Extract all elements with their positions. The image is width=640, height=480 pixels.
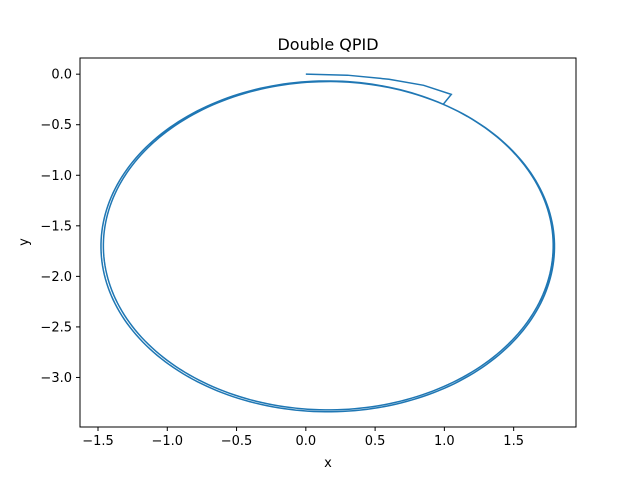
x-tick-label: 1.5 [503, 434, 524, 449]
x-tick-label: 0.5 [365, 434, 386, 449]
series-line [100, 73, 556, 413]
y-tick-label: −3.0 [40, 371, 72, 386]
x-tick-label: −1.0 [151, 434, 183, 449]
y-tick-label: −1.0 [40, 169, 72, 184]
x-tick-label: −1.5 [82, 434, 114, 449]
x-tick-label: 0.0 [295, 434, 316, 449]
plot-area [100, 73, 556, 413]
x-axis-label: x [324, 456, 332, 471]
y-axis: 0.0 −0.5 −1.0 −1.5 −2.0 −2.5 −3.0 [40, 68, 80, 386]
x-tick-label: 1.0 [434, 434, 455, 449]
x-tick-label: −0.5 [221, 434, 253, 449]
y-tick-label: −0.5 [40, 118, 72, 133]
plot-frame [79, 57, 577, 428]
y-tick-label: 0.0 [51, 68, 72, 83]
y-axis-label: y [17, 238, 32, 246]
chart-title: Double QPID [277, 35, 378, 54]
x-axis: −1.5 −1.0 −0.5 0.0 0.5 1.0 1.5 [82, 427, 524, 449]
y-tick-label: −2.0 [40, 270, 72, 285]
y-tick-label: −2.5 [40, 320, 72, 335]
y-tick-label: −1.5 [40, 219, 72, 234]
